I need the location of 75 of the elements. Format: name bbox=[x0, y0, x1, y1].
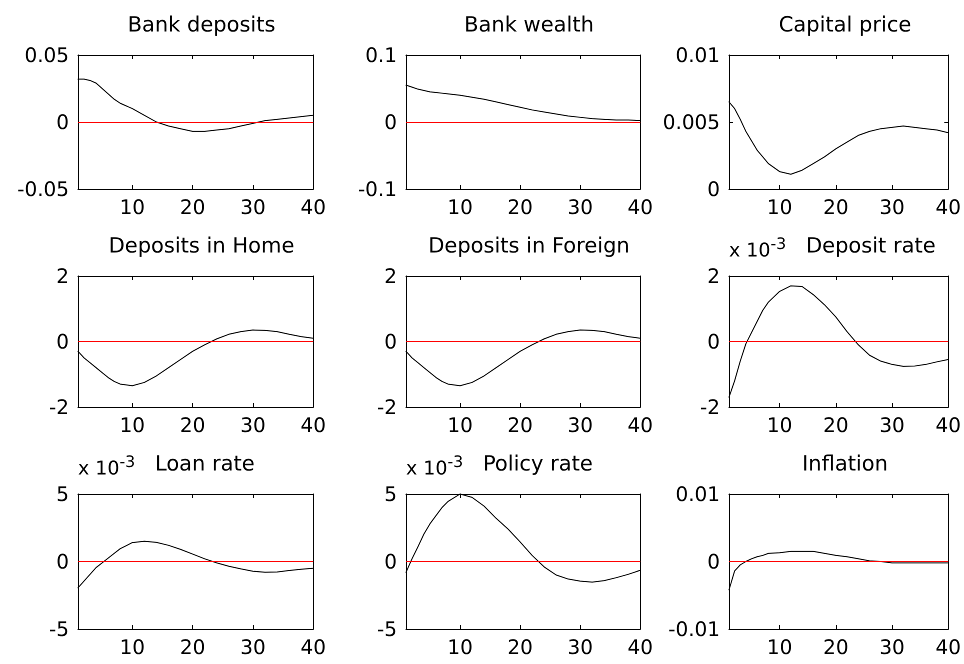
y-tick-label: -2 bbox=[700, 395, 720, 419]
x-tick-label: 30 bbox=[879, 413, 905, 437]
y-tick-label: 5 bbox=[56, 482, 69, 506]
y-tick-label: 0 bbox=[384, 110, 397, 134]
y-tick-label: 5 bbox=[384, 482, 397, 506]
x-tick-label: 30 bbox=[240, 413, 266, 437]
x-tick-label: 20 bbox=[507, 195, 533, 219]
y-tick-label: 0.005 bbox=[662, 110, 720, 134]
chart-title: Deposits in Foreign bbox=[428, 234, 630, 258]
x-tick-label: 10 bbox=[447, 195, 473, 219]
y-tick-label: -5 bbox=[377, 617, 397, 641]
chart-title: Deposit rate bbox=[806, 234, 936, 258]
x-tick-label: 20 bbox=[180, 195, 206, 219]
chart-title: Deposits in Home bbox=[108, 234, 294, 258]
x-tick-label: 20 bbox=[180, 413, 206, 437]
x-tick-label: 30 bbox=[240, 195, 266, 219]
x-tick-label: 40 bbox=[300, 413, 326, 437]
chart-title: Loan rate bbox=[155, 452, 255, 476]
x-tick-label: 30 bbox=[567, 635, 593, 659]
x-tick-label: 10 bbox=[447, 413, 473, 437]
x-tick-label: 20 bbox=[507, 413, 533, 437]
y-tick-label: 2 bbox=[56, 264, 69, 288]
x-tick-label: 40 bbox=[300, 195, 326, 219]
x-tick-label: 10 bbox=[766, 195, 792, 219]
text: x 10$^{-3}$ bbox=[78, 451, 136, 480]
y-tick-label: 2 bbox=[384, 264, 397, 288]
x-tick-label: 20 bbox=[823, 195, 849, 219]
y-tick-label: 0.1 bbox=[365, 43, 397, 67]
x-tick-label: 30 bbox=[879, 635, 905, 659]
x-tick-label: 40 bbox=[628, 635, 653, 659]
x-tick-label: 20 bbox=[180, 635, 206, 659]
x-tick-label: 10 bbox=[120, 635, 146, 659]
y-tick-label: -0.05 bbox=[17, 177, 69, 201]
x-tick-label: 30 bbox=[879, 195, 905, 219]
x-tick-label: 40 bbox=[628, 195, 653, 219]
chart-title: Bank deposits bbox=[128, 12, 276, 36]
x-tick-label: 40 bbox=[936, 413, 961, 437]
x-tick-label: 40 bbox=[936, 195, 961, 219]
x-tick-label: 10 bbox=[766, 635, 792, 659]
y-tick-label: 0 bbox=[56, 550, 69, 574]
x-tick-label: 10 bbox=[766, 413, 792, 437]
text: x 10$^{-3}$ bbox=[406, 451, 464, 480]
y-tick-label: 0 bbox=[56, 110, 69, 134]
x-tick-label: 20 bbox=[507, 635, 533, 659]
y-tick-label: -2 bbox=[377, 395, 397, 419]
y-tick-label: 0 bbox=[707, 550, 720, 574]
x-tick-label: 20 bbox=[823, 635, 849, 659]
chart-title: Policy rate bbox=[483, 452, 593, 476]
x-tick-label: 40 bbox=[628, 413, 653, 437]
chart-title: Inflation bbox=[802, 452, 888, 476]
y-tick-label: -0.01 bbox=[668, 617, 720, 641]
y-tick-label: 0 bbox=[707, 177, 720, 201]
y-tick-label: 0 bbox=[707, 330, 720, 354]
text: x 10$^{-3}$ bbox=[729, 233, 786, 262]
chart-title: Capital price bbox=[778, 12, 912, 36]
x-tick-label: 40 bbox=[300, 635, 326, 659]
x-tick-label: 30 bbox=[240, 635, 266, 659]
y-tick-label: -0.1 bbox=[358, 177, 397, 201]
x-tick-label: 10 bbox=[447, 635, 473, 659]
y-tick-label: 0.01 bbox=[675, 482, 720, 506]
y-tick-label: 0 bbox=[384, 550, 397, 574]
x-tick-label: 30 bbox=[567, 413, 593, 437]
x-tick-label: 40 bbox=[936, 635, 961, 659]
x-tick-label: 10 bbox=[120, 413, 146, 437]
y-tick-label: 0.01 bbox=[675, 43, 720, 67]
chart-title: Bank wealth bbox=[464, 12, 594, 36]
y-tick-label: 2 bbox=[707, 264, 720, 288]
x-tick-label: 30 bbox=[567, 195, 593, 219]
y-tick-label: 0 bbox=[384, 330, 397, 354]
y-tick-label: 0.05 bbox=[24, 43, 69, 67]
y-tick-label: -5 bbox=[49, 617, 69, 641]
y-tick-label: -2 bbox=[49, 395, 69, 419]
x-tick-label: 20 bbox=[823, 413, 849, 437]
y-tick-label: 0 bbox=[56, 330, 69, 354]
x-tick-label: 10 bbox=[120, 195, 146, 219]
